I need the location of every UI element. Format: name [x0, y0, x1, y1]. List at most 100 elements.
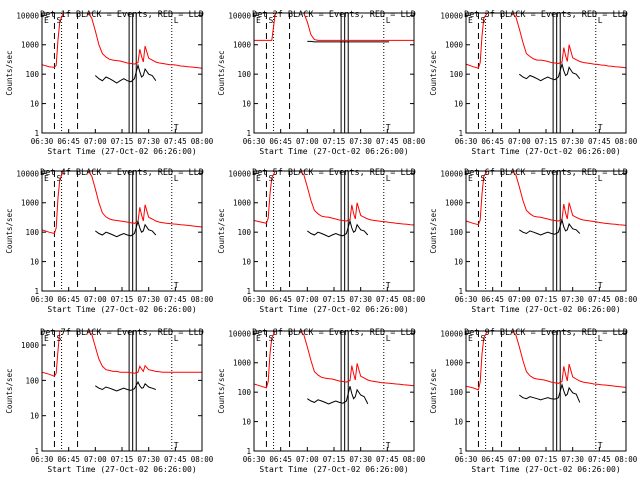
- marker-label-l: L: [174, 334, 179, 343]
- y-tick-label: 10: [30, 412, 40, 421]
- y-tick-label: 10: [454, 418, 464, 427]
- marker-label-l: L: [174, 16, 179, 25]
- x-tick-label: 07:30: [561, 137, 584, 146]
- x-axis-label: Start Time (27-Oct-02 06:26:00): [259, 147, 408, 156]
- y-tick-label: 100: [25, 376, 39, 385]
- plot-frame: [465, 330, 627, 452]
- x-tick-label: 07:00: [508, 137, 531, 146]
- x-tick-label: 07:30: [137, 295, 160, 304]
- x-tick-label: 06:45: [57, 295, 80, 304]
- marker-label-t: T: [598, 123, 603, 132]
- plot-frame: [253, 12, 415, 134]
- y-tick-label: 100: [237, 388, 251, 397]
- chart-title: Det 9f BLACK = Events, RED = LLD: [464, 328, 628, 338]
- chart-panel-7: Det 7f BLACK = Events, RED = LLD 1 10 100 10…: [5, 328, 214, 474]
- marker-label-s: S: [268, 16, 273, 25]
- chart-panel-5: Det 5f BLACK = Events, RED = LLD 1 10 100 10…: [217, 168, 426, 314]
- marker-label-e: E: [256, 16, 261, 25]
- marker-label-s: S: [480, 16, 485, 25]
- marker-label-t: T: [386, 441, 391, 450]
- x-tick-label: 07:30: [561, 455, 584, 464]
- y-tick-label: 1: [246, 447, 251, 456]
- y-tick-label: 10000: [16, 11, 39, 20]
- marker-label-s: S: [268, 174, 273, 183]
- marker-label-l: L: [386, 174, 391, 183]
- chart-panel-4: Det 4f BLACK = Events, RED = LLD 1 10 100 10…: [5, 168, 214, 314]
- y-tick-label: 10: [242, 100, 252, 109]
- y-tick-label: 1: [246, 287, 251, 296]
- marker-label-t: T: [386, 123, 391, 132]
- y-axis-label: Counts/sec: [5, 368, 14, 413]
- y-tick-label: 1: [34, 287, 39, 296]
- series-line-events: [518, 62, 581, 82]
- marker-label-t: T: [174, 123, 179, 132]
- x-tick-label: 07:45: [376, 295, 399, 304]
- x-tick-label: 07:15: [323, 455, 346, 464]
- y-tick-label: 10000: [228, 169, 251, 178]
- y-tick-label: 1: [458, 287, 463, 296]
- x-tick-label: 06:30: [455, 295, 478, 304]
- x-axis-label: Start Time (27-Oct-02 06:26:00): [471, 305, 620, 314]
- marker-label-e: E: [256, 334, 261, 343]
- x-tick-label: 07:00: [508, 455, 531, 464]
- x-tick-label: 08:00: [403, 295, 426, 304]
- y-tick-label: 1000: [445, 41, 464, 50]
- x-tick-label: 07:30: [349, 295, 372, 304]
- plot-frame: [41, 330, 203, 452]
- y-axis-label: Counts/sec: [429, 208, 438, 253]
- marker-label-t: T: [386, 281, 391, 290]
- marker-label-l: L: [598, 174, 603, 183]
- chart-panel-6: Det 6f BLACK = Events, RED = LLD 1 10 100 10…: [429, 168, 638, 314]
- x-tick-label: 07:30: [137, 455, 160, 464]
- chart-title: Det 7f BLACK = Events, RED = LLD: [40, 328, 204, 338]
- x-tick-label: 07:15: [535, 295, 558, 304]
- y-tick-label: 1000: [445, 359, 464, 368]
- y-axis-label: Counts/sec: [217, 368, 226, 413]
- x-tick-label: 07:00: [84, 137, 107, 146]
- x-tick-label: 07:45: [164, 455, 187, 464]
- y-tick-label: 1000: [233, 199, 252, 208]
- x-tick-label: 06:30: [455, 455, 478, 464]
- series-line-events: [95, 219, 157, 238]
- x-tick-label: 06:30: [243, 137, 266, 146]
- y-tick-label: 10000: [16, 169, 39, 178]
- marker-label-l: L: [598, 334, 603, 343]
- series-line-events: [307, 219, 369, 238]
- x-tick-label: 07:30: [561, 295, 584, 304]
- x-tick-label: 06:45: [481, 137, 504, 146]
- chart-panel-2: Det 2f BLACK = Events, RED = LLD 1 10 100 10…: [217, 10, 426, 156]
- x-tick-label: 06:30: [243, 455, 266, 464]
- y-tick-label: 1000: [445, 199, 464, 208]
- x-tick-label: 07:45: [164, 137, 187, 146]
- chart-title: Det 4f BLACK = Events, RED = LLD: [40, 168, 204, 178]
- y-tick-label: 1000: [21, 341, 40, 350]
- marker-label-e: E: [44, 334, 49, 343]
- chart-panel-9: Det 9f BLACK = Events, RED = LLD 1 10 100 10…: [429, 328, 638, 474]
- y-tick-label: 10: [454, 100, 464, 109]
- x-tick-label: 06:45: [57, 455, 80, 464]
- x-tick-label: 07:00: [296, 455, 319, 464]
- y-tick-label: 100: [25, 228, 39, 237]
- x-axis-label: Start Time (27-Oct-02 06:26:00): [47, 147, 196, 156]
- y-tick-label: 1: [458, 129, 463, 138]
- y-tick-label: 1: [34, 447, 39, 456]
- x-tick-label: 07:15: [111, 455, 134, 464]
- x-tick-label: 06:45: [481, 295, 504, 304]
- x-tick-label: 07:45: [588, 295, 611, 304]
- y-tick-label: 1: [34, 129, 39, 138]
- y-axis-label: Counts/sec: [429, 50, 438, 95]
- marker-label-s: S: [268, 334, 273, 343]
- series-line-events: [95, 380, 156, 392]
- y-axis-label: Counts/sec: [5, 208, 14, 253]
- x-tick-label: 07:15: [535, 137, 558, 146]
- x-tick-label: 07:00: [84, 295, 107, 304]
- marker-label-t: T: [174, 281, 179, 290]
- x-tick-label: 08:00: [191, 295, 214, 304]
- y-tick-label: 100: [449, 228, 463, 237]
- x-tick-label: 07:00: [296, 295, 319, 304]
- y-tick-label: 1: [458, 447, 463, 456]
- plot-frame: [41, 12, 203, 134]
- marker-label-l: L: [598, 16, 603, 25]
- x-tick-label: 07:15: [323, 295, 346, 304]
- y-tick-label: 10000: [228, 329, 251, 338]
